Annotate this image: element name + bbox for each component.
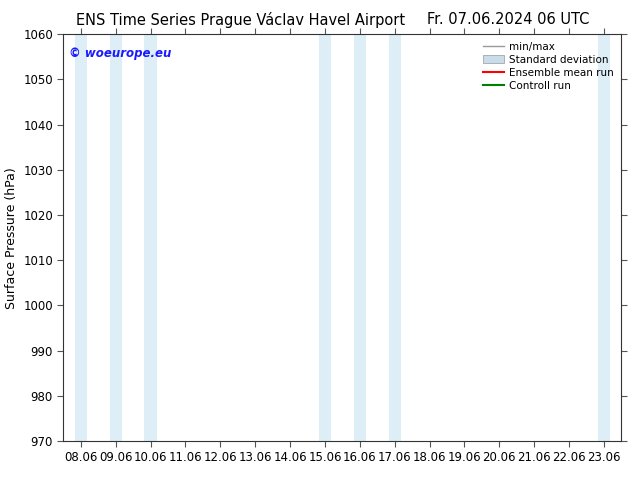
Bar	[75, 34, 87, 441]
Bar	[389, 34, 401, 441]
Bar	[354, 34, 366, 441]
Bar	[319, 34, 331, 441]
Y-axis label: Surface Pressure (hPa): Surface Pressure (hPa)	[4, 167, 18, 309]
Bar	[598, 34, 610, 441]
Legend: min/max, Standard deviation, Ensemble mean run, Controll run: min/max, Standard deviation, Ensemble me…	[479, 37, 618, 95]
Text: ENS Time Series Prague Václav Havel Airport: ENS Time Series Prague Václav Havel Airp…	[76, 12, 406, 28]
Bar	[145, 34, 157, 441]
Text: © woeurope.eu: © woeurope.eu	[69, 47, 171, 59]
Bar	[110, 34, 122, 441]
Text: Fr. 07.06.2024 06 UTC: Fr. 07.06.2024 06 UTC	[427, 12, 590, 27]
